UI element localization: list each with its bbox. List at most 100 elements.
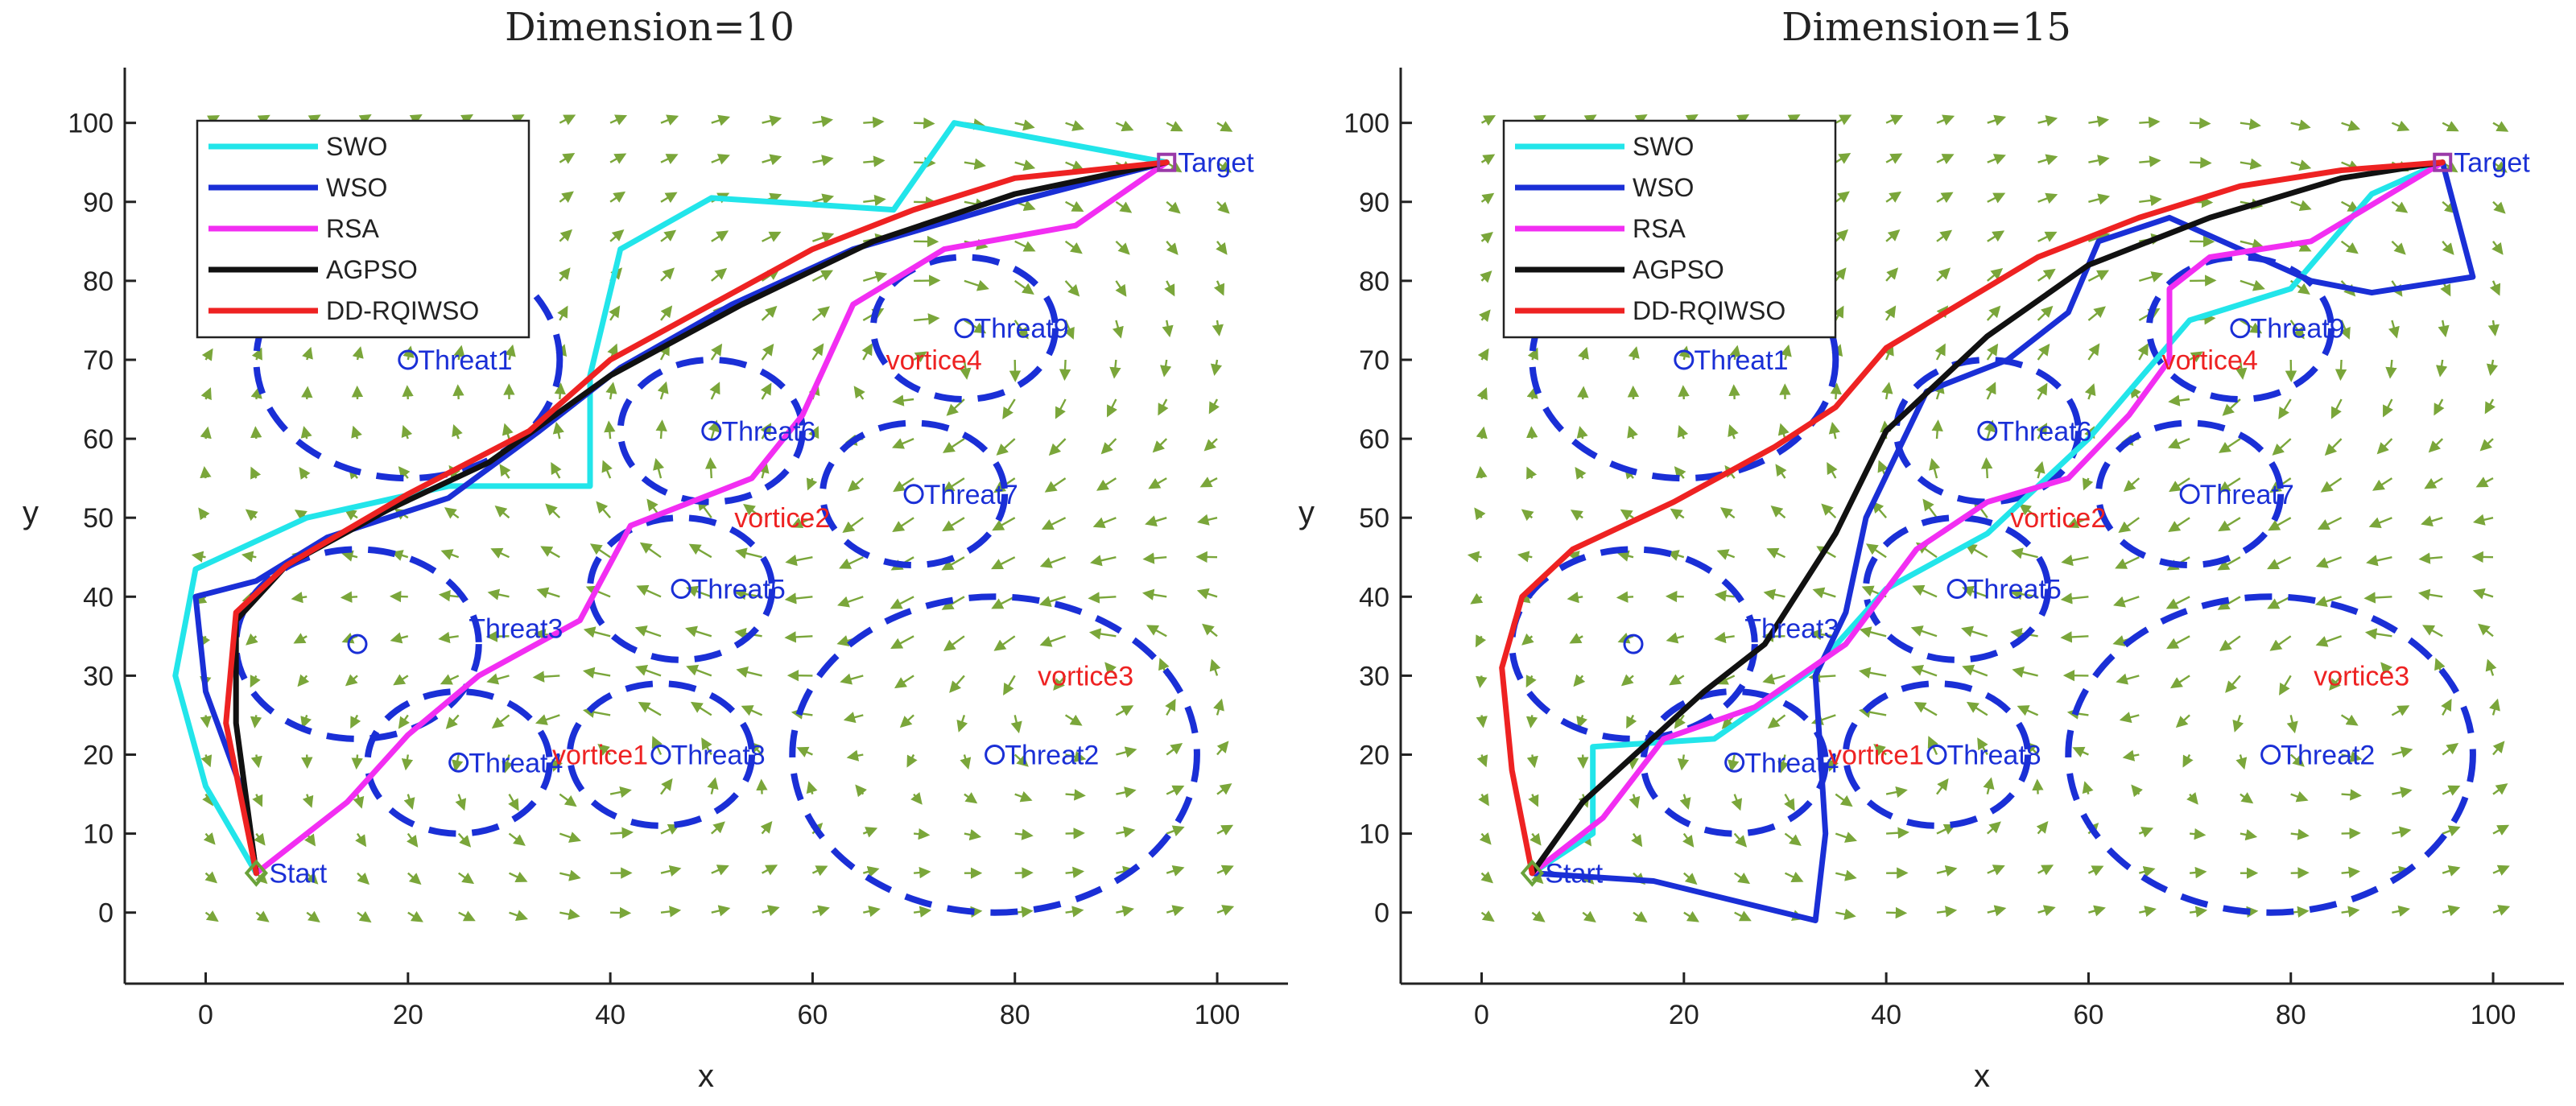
- wind-vector-arrow: [558, 267, 571, 282]
- threat-center-marker: [347, 633, 368, 654]
- threat-center-marker: [1977, 420, 1998, 441]
- wind-vector-arrow: [390, 632, 409, 644]
- wind-vector-arrow: [806, 477, 818, 491]
- legend-entry-label: AGPSO: [326, 255, 418, 284]
- wind-vector-arrow: [811, 306, 830, 321]
- wind-vector-arrow: [407, 872, 422, 885]
- wind-vector-arrow: [1475, 634, 1487, 648]
- wind-vector-arrow: [1728, 754, 1740, 772]
- wind-vector-arrow: [2169, 675, 2190, 689]
- wind-vector-arrow: [2219, 635, 2241, 652]
- wind-vector-arrow: [345, 674, 358, 687]
- wind-vector-arrow: [2492, 824, 2510, 836]
- wind-vector-arrow: [1141, 588, 1167, 600]
- wind-vector-arrow: [2032, 778, 2044, 794]
- wind-vector-arrow: [202, 793, 213, 807]
- wind-vector-arrow: [2320, 477, 2343, 493]
- y-tick-label: 80: [1359, 266, 1389, 297]
- wind-vector-arrow: [1629, 794, 1641, 809]
- wind-vector-arrow: [551, 461, 562, 479]
- threat-label: Threat9: [974, 314, 1068, 345]
- wind-vector-arrow: [1115, 200, 1133, 213]
- wind-vector-arrow: [2037, 192, 2058, 204]
- wind-vector-arrow: [2392, 905, 2411, 917]
- wind-vector-arrow: [861, 343, 873, 361]
- wind-vector-arrow: [1065, 160, 1085, 171]
- threat-center-marker: [1674, 349, 1695, 370]
- wind-vector-arrow: [582, 666, 611, 679]
- wind-vector-arrow: [1525, 715, 1538, 728]
- wind-vector-arrow: [991, 596, 1016, 609]
- wind-vector-arrow: [2392, 786, 2413, 799]
- wind-vector-arrow: [1088, 592, 1117, 604]
- wind-vector-arrow: [1936, 778, 1949, 795]
- wind-vector-arrow: [760, 423, 772, 440]
- wind-vector-field: [1467, 113, 2511, 923]
- vortice-label: vortice1: [1828, 741, 1924, 771]
- wind-vector-arrow: [960, 754, 972, 770]
- wind-vector-arrow: [2217, 556, 2241, 571]
- wind-vector-arrow: [1196, 514, 1218, 526]
- wind-vector-arrow: [1729, 345, 1741, 361]
- y-tick-label: 100: [68, 109, 114, 139]
- vortice-label: vortice4: [2162, 345, 2258, 376]
- wind-vector-arrow: [846, 749, 864, 761]
- wind-vector-arrow: [1195, 551, 1218, 563]
- wind-vector-arrow: [2033, 460, 2046, 479]
- threat-center-marker: [954, 318, 975, 339]
- wind-vector-arrow: [204, 871, 218, 884]
- wind-vector-arrow: [741, 705, 763, 716]
- wind-vector-arrow: [2036, 423, 2048, 440]
- wind-vector-arrow: [1109, 359, 1121, 379]
- wind-vector-arrow: [853, 386, 865, 400]
- wind-vector-arrow: [1987, 114, 2007, 126]
- wind-vector-arrow: [1055, 398, 1067, 419]
- wind-vector-arrow: [2240, 279, 2265, 291]
- wind-vector-arrow: [660, 778, 673, 795]
- wind-vector-arrow: [711, 865, 729, 876]
- wind-vector-arrow: [1570, 510, 1583, 522]
- wind-vector-arrow: [2037, 268, 2056, 282]
- vortice-label: vortice2: [734, 503, 830, 534]
- wind-vector-arrow: [1987, 267, 2004, 282]
- wind-vector-arrow: [2324, 438, 2343, 456]
- wind-vector-arrow: [863, 116, 885, 129]
- legend-entry-label: WSO: [326, 173, 387, 202]
- wind-vector-arrow: [1728, 384, 1740, 400]
- wind-vector-arrow: [964, 158, 986, 170]
- wind-vector-arrow: [1762, 673, 1785, 685]
- vortice-label: vortice3: [2314, 661, 2409, 691]
- wind-vector-arrow: [734, 588, 762, 600]
- wind-vector-arrow: [250, 466, 262, 480]
- wind-vector-arrow: [438, 589, 459, 602]
- x-tick-label: 60: [798, 1000, 828, 1030]
- wind-vector-arrow: [2289, 753, 2305, 767]
- wind-vector-arrow: [2314, 596, 2342, 608]
- annotation-labels: Threat1 Threat2 Threat3 Threat4 Threat5 Threa…: [1545, 148, 2530, 889]
- wind-vector-arrow: [293, 633, 308, 644]
- wind-vector-arrow: [407, 910, 423, 922]
- wind-vector-arrow: [552, 422, 564, 440]
- threat-center-marker: [701, 420, 722, 441]
- threat-center-marker: [1926, 745, 1947, 765]
- wind-vector-arrow: [1628, 346, 1640, 361]
- wind-vector-arrow: [2491, 241, 2504, 255]
- wind-vector-arrow: [486, 673, 510, 685]
- wind-vector-arrow: [444, 507, 460, 519]
- wind-vector-arrow: [1216, 905, 1235, 916]
- wind-vector-arrow: [1039, 635, 1067, 647]
- wind-vector-arrow: [1913, 701, 1938, 716]
- wind-vector-arrow: [1885, 229, 1901, 242]
- wind-vector-arrow: [1166, 241, 1179, 255]
- wind-vector-arrow: [1528, 794, 1539, 807]
- wind-vector-arrow: [1115, 240, 1130, 255]
- chart-title: Dimension=10: [505, 5, 795, 50]
- wind-vector-arrow: [2119, 712, 2140, 724]
- wind-vector-arrow: [709, 382, 720, 400]
- wind-vector-arrow: [1166, 785, 1185, 796]
- wind-vector-arrow: [302, 346, 313, 361]
- wind-vector-arrow: [1148, 477, 1167, 489]
- wind-vector-arrow: [2167, 437, 2190, 449]
- wind-vector-arrow: [1683, 910, 1699, 922]
- wind-vector-arrow: [2489, 698, 2500, 716]
